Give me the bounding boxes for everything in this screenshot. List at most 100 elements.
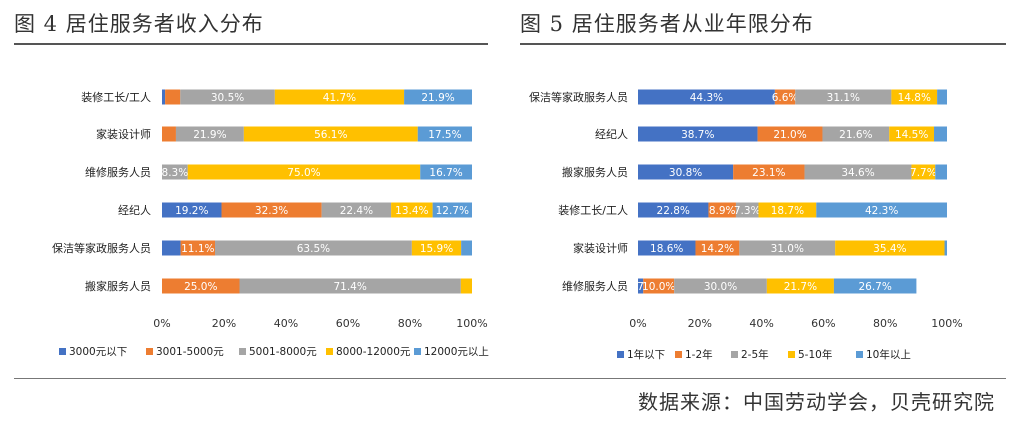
right-chart-title: 图 5 居住服务者从业年限分布 bbox=[520, 12, 814, 36]
source-rule bbox=[14, 378, 1006, 379]
income-bar-segment bbox=[239, 278, 461, 294]
tenure-x-tick-label: 60% bbox=[811, 317, 835, 330]
income-bar-segment bbox=[461, 240, 472, 256]
income-data-label: 56.1% bbox=[314, 129, 347, 141]
income-data-label: 71.4% bbox=[333, 281, 366, 293]
tenure-bar-segment bbox=[944, 240, 947, 256]
income-bar-segment bbox=[411, 240, 462, 256]
income-data-label: 17.5% bbox=[428, 129, 461, 141]
income-data-label: 11.1% bbox=[181, 243, 214, 255]
tenure-bar-segment bbox=[891, 89, 938, 105]
tenure-bar-segment bbox=[643, 278, 675, 294]
income-bar-segment bbox=[175, 126, 244, 142]
income-legend-label: 3001-5000元 bbox=[156, 346, 224, 358]
tenure-data-label: 21.0% bbox=[773, 129, 806, 141]
income-bar-segment bbox=[162, 89, 166, 105]
tenure-x-tick-label: 20% bbox=[688, 317, 712, 330]
income-bar-segment bbox=[460, 278, 472, 294]
tenure-bar-segment bbox=[804, 164, 912, 180]
tenure-data-label: 31.1% bbox=[827, 92, 860, 104]
tenure-legend-swatch bbox=[731, 351, 738, 358]
tenure-bar-segment bbox=[638, 278, 644, 294]
income-bar-segment bbox=[391, 202, 433, 218]
income-x-tick-label: 100% bbox=[456, 317, 487, 330]
tenure-data-label: 22.8% bbox=[657, 205, 690, 217]
tenure-category-label: 维修服务人员 bbox=[562, 279, 628, 293]
tenure-bar-segment bbox=[735, 202, 759, 218]
tenure-bar-segment bbox=[708, 202, 736, 218]
income-bar-segment bbox=[162, 164, 188, 180]
income-data-label: 25.0% bbox=[184, 281, 217, 293]
tenure-legend-swatch bbox=[617, 351, 624, 358]
income-legend-label: 3000元以下 bbox=[69, 346, 127, 358]
data-source-note: 数据来源：中国劳动学会，贝壳研究院 bbox=[638, 390, 995, 414]
tenure-data-label: 21.6% bbox=[839, 129, 872, 141]
income-x-tick-label: 0% bbox=[153, 317, 170, 330]
tenure-bar-segment bbox=[795, 89, 892, 105]
tenure-legend-swatch bbox=[856, 351, 863, 358]
income-bar-segment bbox=[162, 278, 240, 294]
tenure-legend-swatch bbox=[675, 351, 682, 358]
tenure-data-label: 14.2% bbox=[701, 243, 734, 255]
left-chart-title: 图 4 居住服务者收入分布 bbox=[14, 12, 264, 36]
income-x-tick-label: 80% bbox=[398, 317, 422, 330]
income-data-label: 16.7% bbox=[429, 167, 462, 179]
tenure-bar-segment bbox=[833, 278, 917, 294]
tenure-x-tick-label: 100% bbox=[931, 317, 962, 330]
tenure-data-label: 23.1% bbox=[752, 167, 785, 179]
income-data-label: 12.7% bbox=[436, 205, 469, 217]
tenure-data-label: 38.7% bbox=[681, 129, 714, 141]
income-bar-segment bbox=[274, 89, 405, 105]
income-data-label: 19.2% bbox=[175, 205, 208, 217]
tenure-bar-segment bbox=[739, 240, 836, 256]
tenure-data-label: 7.7% bbox=[910, 167, 937, 179]
income-bar-segment bbox=[180, 240, 216, 256]
tenure-bar-segment bbox=[638, 240, 696, 256]
tenure-legend-label: 1-2年 bbox=[685, 348, 713, 361]
tenure-bar-segment bbox=[889, 126, 935, 142]
income-legend-swatch bbox=[326, 348, 333, 355]
tenure-category-label: 装修工长/工人 bbox=[558, 203, 628, 217]
income-bar-segment bbox=[243, 126, 418, 142]
tenure-data-label: 10.0% bbox=[642, 281, 675, 293]
tenure-data-label: 14.5% bbox=[895, 129, 928, 141]
income-category-label: 保洁等家政服务人员 bbox=[52, 241, 151, 255]
income-bar-segment bbox=[162, 240, 181, 256]
income-bar-segment bbox=[404, 89, 472, 105]
tenure-bar-segment bbox=[822, 126, 890, 142]
right-title-rule bbox=[520, 43, 1006, 45]
income-data-label: 21.9% bbox=[193, 129, 226, 141]
income-data-label: 63.5% bbox=[297, 243, 330, 255]
income-bar-segment bbox=[180, 89, 275, 105]
tenure-category-label: 保洁等家政服务人员 bbox=[529, 90, 628, 104]
income-data-label: 32.3% bbox=[255, 205, 288, 217]
income-legend-swatch bbox=[59, 348, 66, 355]
income-x-tick-label: 40% bbox=[274, 317, 298, 330]
income-legend-swatch bbox=[146, 348, 153, 355]
income-bar-segment bbox=[420, 164, 472, 180]
income-data-label: 21.9% bbox=[421, 92, 454, 104]
tenure-data-label: 35.4% bbox=[873, 243, 906, 255]
income-bar-segment bbox=[215, 240, 412, 256]
tenure-category-label: 经纪人 bbox=[595, 128, 628, 141]
income-bar-segment bbox=[432, 202, 472, 218]
income-data-label: 41.7% bbox=[323, 92, 356, 104]
tenure-bar-segment bbox=[911, 164, 936, 180]
income-bar-segment bbox=[321, 202, 392, 218]
income-category-label: 搬家服务人员 bbox=[85, 279, 151, 293]
tenure-x-tick-label: 80% bbox=[873, 317, 897, 330]
tenure-bar-segment bbox=[638, 126, 758, 142]
tenure-legend-label: 10年以上 bbox=[866, 348, 911, 361]
tenure-bar-segment bbox=[816, 202, 947, 218]
tenure-bar-segment bbox=[835, 240, 945, 256]
tenure-bar-segment bbox=[937, 89, 947, 105]
income-bar-segment bbox=[162, 202, 222, 218]
tenure-bar-segment bbox=[638, 89, 775, 105]
income-x-tick-label: 60% bbox=[336, 317, 360, 330]
tenure-data-label: 8.9% bbox=[709, 205, 736, 217]
left-title-rule bbox=[14, 43, 488, 45]
income-data-label: 30.5% bbox=[211, 92, 244, 104]
income-bar-segment bbox=[187, 164, 421, 180]
tenure-bar-segment bbox=[758, 202, 817, 218]
